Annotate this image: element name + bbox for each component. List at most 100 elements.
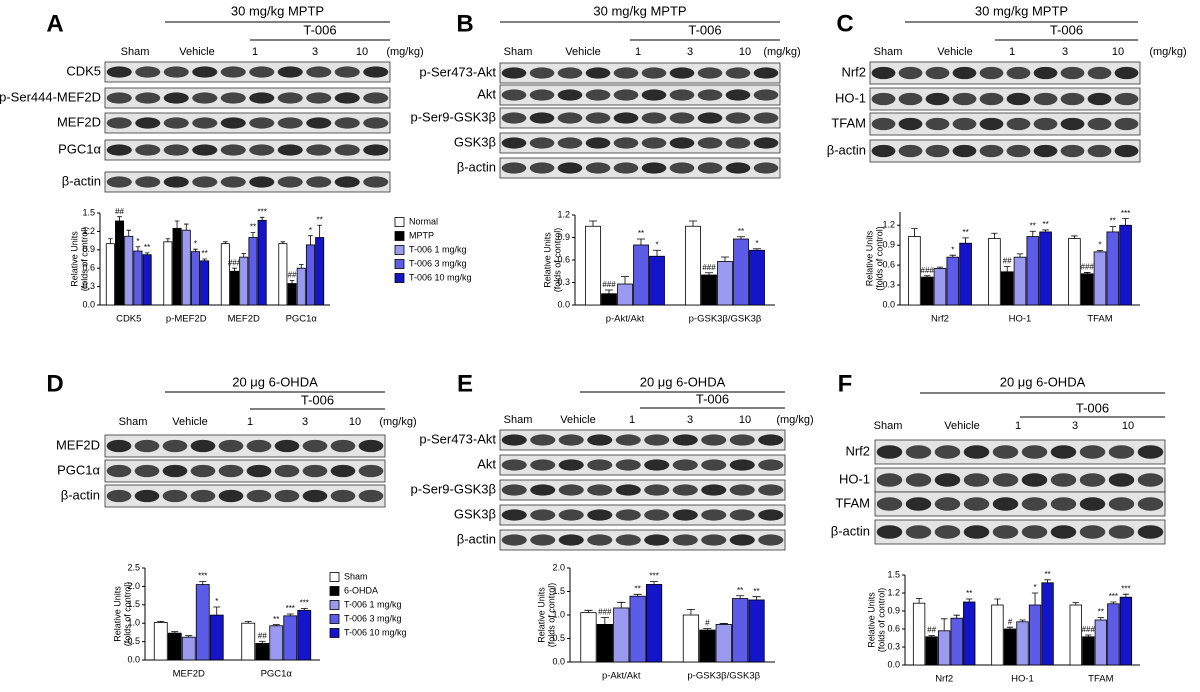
bar	[200, 260, 210, 306]
blot-label: p-Ser444-MEF2D	[0, 89, 101, 104]
error-bar	[286, 613, 294, 616]
significance-label: ***	[1121, 584, 1130, 593]
bar	[241, 622, 256, 661]
significance-label: ##	[927, 626, 936, 635]
bar	[920, 276, 934, 306]
bar	[749, 249, 765, 306]
panel-letter: F	[838, 370, 853, 397]
y-tick-label: 0.3	[887, 641, 900, 651]
blot-band	[557, 112, 583, 124]
blot-band	[753, 162, 779, 174]
blot-label: TFAM	[831, 115, 866, 130]
bar	[950, 617, 963, 666]
blot-band	[934, 473, 961, 487]
blot-band	[106, 66, 132, 78]
blot-band	[306, 117, 332, 129]
error-bar	[637, 238, 645, 245]
bar	[255, 643, 270, 661]
blot-band	[163, 117, 189, 129]
blot-band	[952, 117, 977, 131]
treatment-label: 20 μg 6-OHDA	[1000, 374, 1086, 389]
bar	[181, 636, 196, 661]
legend-label: T-006 3 mg/kg	[409, 258, 467, 268]
error-bar	[1085, 634, 1092, 637]
blot-band	[558, 459, 584, 471]
y-tick-label: 0.6	[557, 254, 570, 264]
error-bar	[1096, 250, 1104, 252]
blot-band	[876, 445, 903, 459]
bar	[1041, 582, 1054, 666]
dose-label: 10	[739, 46, 751, 58]
dose-label: 1	[1009, 46, 1015, 58]
blot-label: β-actin	[62, 173, 101, 188]
error-bar	[185, 635, 193, 638]
bar	[163, 241, 173, 306]
panel: D 20 μg 6-OHDA T-006 Sham Vehicle 1 3 10 (mg/kg)…	[46, 370, 417, 508]
panel: C 30 mg/kg MPTP T-006 Sham Vehicle 1 3 10 (mg/kg…	[827, 3, 1187, 163]
blot-band	[585, 67, 611, 79]
error-bar	[705, 272, 713, 275]
significance-label: **	[738, 227, 744, 236]
error-bar	[1110, 601, 1117, 604]
x-tick-label: p-GSK3β/GSK3β	[687, 671, 760, 682]
error-bar	[941, 618, 948, 631]
blot-band	[501, 137, 527, 149]
bar	[296, 267, 306, 306]
blot-band	[1033, 66, 1058, 80]
y-tick-label: 0.5	[552, 633, 565, 643]
error-bar	[1031, 592, 1039, 605]
x-tick-label: HO-1	[1011, 674, 1034, 685]
blot-band	[729, 509, 755, 521]
blot-band	[163, 66, 189, 78]
significance-label: ###	[598, 607, 612, 616]
blot-band	[246, 464, 272, 478]
blot-band	[905, 473, 932, 487]
blot-band	[925, 66, 950, 80]
error-bar	[617, 601, 626, 608]
blot-band	[106, 489, 132, 503]
bar	[613, 607, 630, 663]
blot-band	[585, 112, 611, 124]
error-bar	[280, 241, 286, 244]
y-axis-label: Relative Units	[536, 587, 546, 643]
blot-band	[135, 66, 161, 78]
bar	[239, 256, 249, 306]
bar-chart: 0.0 0.5 1.0 1.5 2.0 Relative Units (folds of c…	[536, 562, 775, 682]
blot-band	[192, 92, 218, 104]
bar	[167, 632, 182, 661]
blot-band	[1108, 473, 1135, 487]
drug-label: T-006	[688, 22, 721, 37]
bar	[105, 243, 115, 306]
error-bar	[911, 228, 918, 237]
group-label: Vehicle	[560, 414, 595, 426]
blot-band	[163, 144, 189, 156]
blot-band	[501, 484, 527, 496]
legend-swatch	[329, 628, 340, 638]
blot-band	[134, 489, 160, 503]
bar-chart: 0.0 0.3 0.6 0.9 1.2 Relative Units (folds of c…	[864, 209, 1140, 325]
blot-band	[587, 434, 613, 446]
bar	[1107, 603, 1120, 666]
blot-band	[1108, 497, 1135, 511]
blot-band	[530, 459, 556, 471]
significance-label: *	[951, 245, 954, 254]
y-tick-label: 1.2	[887, 587, 900, 597]
significance-label: **	[753, 587, 759, 596]
blot-band	[1006, 144, 1031, 158]
significance-label: ***	[300, 599, 309, 608]
blot-label: β-actin	[457, 159, 496, 174]
significance-label: ###	[921, 266, 935, 275]
treatment-label: 30 mg/kg MPTP	[593, 3, 686, 18]
blot-band	[558, 484, 584, 496]
unit-label: (mg/kg)	[776, 414, 813, 426]
bar	[748, 599, 765, 663]
group-label: Vehicle	[172, 416, 207, 428]
blot-band	[363, 144, 389, 156]
blot-band	[725, 162, 751, 174]
bar	[649, 255, 665, 306]
blot-band	[274, 489, 300, 503]
blot-band	[641, 89, 667, 101]
bar	[1016, 621, 1029, 666]
blot-band	[220, 66, 246, 78]
